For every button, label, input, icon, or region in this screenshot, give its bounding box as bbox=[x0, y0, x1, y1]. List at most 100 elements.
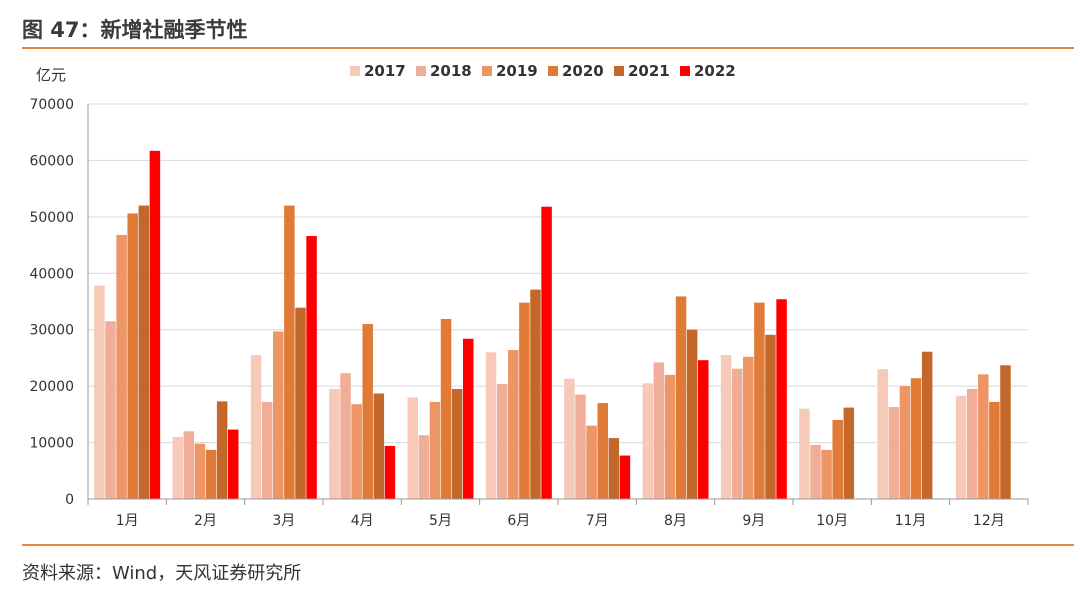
bar-2018-11月 bbox=[888, 407, 900, 499]
bar-2019-7月 bbox=[586, 425, 597, 499]
bar-series bbox=[94, 150, 1011, 500]
x-tick-label: 5月 bbox=[429, 513, 452, 529]
legend-label-2019: 2019 bbox=[496, 62, 538, 80]
y-tick-label: 50000 bbox=[29, 210, 74, 226]
x-tick-label: 8月 bbox=[664, 513, 687, 529]
bar-2022-3月 bbox=[306, 236, 317, 500]
bar-2020-2月 bbox=[205, 449, 217, 499]
x-tick-label: 1月 bbox=[116, 513, 139, 529]
y-tick-label: 20000 bbox=[29, 379, 74, 395]
x-tick-label: 9月 bbox=[742, 513, 765, 529]
bar-2018-2月 bbox=[183, 431, 195, 499]
bar-2020-11月 bbox=[910, 378, 922, 499]
bar-2017-4月 bbox=[329, 388, 340, 499]
bar-2020-3月 bbox=[284, 205, 295, 500]
bar-2021-11月 bbox=[921, 351, 933, 499]
bar-2018-3月 bbox=[261, 401, 273, 499]
bar-2018-1月 bbox=[105, 321, 116, 499]
bar-2022-6月 bbox=[541, 206, 552, 499]
bar-2020-9月 bbox=[754, 302, 765, 499]
bar-2022-1月 bbox=[149, 150, 161, 500]
bar-2018-9月 bbox=[731, 368, 743, 499]
legend-swatch-2022 bbox=[680, 66, 690, 76]
y-tick-label: 0 bbox=[65, 492, 74, 508]
legend-swatch-2019 bbox=[482, 66, 492, 76]
legend-swatch-2020 bbox=[548, 66, 558, 76]
legend-swatch-2018 bbox=[416, 66, 426, 76]
x-tick-label: 4月 bbox=[351, 513, 374, 529]
bar-2021-2月 bbox=[216, 401, 228, 499]
bar-2021-1月 bbox=[138, 205, 150, 500]
x-tick-label: 2月 bbox=[194, 513, 217, 529]
bar-2021-4月 bbox=[373, 393, 385, 499]
bar-2021-12月 bbox=[1000, 365, 1011, 499]
y-axis-unit-label: 亿元 bbox=[36, 66, 66, 84]
bar-2017-12月 bbox=[955, 395, 967, 499]
y-tick-label: 40000 bbox=[29, 266, 74, 282]
bar-2020-10月 bbox=[832, 420, 843, 499]
legend-label-2022: 2022 bbox=[694, 62, 736, 80]
bar-2019-5月 bbox=[429, 401, 441, 499]
header-divider bbox=[22, 47, 1074, 49]
bar-2019-11月 bbox=[899, 386, 911, 499]
bar-2020-12月 bbox=[989, 401, 1000, 499]
footer-divider bbox=[22, 544, 1074, 546]
bar-2021-3月 bbox=[295, 307, 306, 499]
bar-2022-5月 bbox=[463, 338, 474, 499]
x-tick-label: 3月 bbox=[272, 513, 295, 529]
x-tick-label: 6月 bbox=[507, 513, 530, 529]
bar-2020-7月 bbox=[597, 403, 608, 499]
bar-2020-6月 bbox=[519, 302, 530, 499]
bar-2017-6月 bbox=[485, 352, 497, 499]
bar-2021-10月 bbox=[843, 407, 855, 499]
bar-2019-1月 bbox=[116, 234, 127, 499]
bar-2017-5月 bbox=[407, 397, 418, 499]
legend-label-2020: 2020 bbox=[562, 62, 604, 80]
legend-label-2018: 2018 bbox=[430, 62, 472, 80]
bar-2017-7月 bbox=[564, 378, 575, 499]
bar-2017-9月 bbox=[720, 355, 732, 499]
y-tick-label: 70000 bbox=[29, 97, 74, 113]
bar-2019-10月 bbox=[821, 449, 832, 499]
bar-2018-4月 bbox=[340, 373, 351, 499]
y-tick-label: 60000 bbox=[29, 153, 74, 169]
legend: 2017 2018 2019 2020 2021 2022 bbox=[350, 62, 736, 80]
bar-2020-4月 bbox=[362, 324, 373, 499]
y-tick-label: 10000 bbox=[29, 436, 74, 452]
bar-2020-5月 bbox=[440, 318, 452, 499]
bar-2019-6月 bbox=[508, 350, 519, 499]
bar-2019-8月 bbox=[664, 374, 676, 499]
y-tick-label: 30000 bbox=[29, 323, 74, 339]
bar-2022-9月 bbox=[776, 299, 787, 499]
bar-2017-1月 bbox=[94, 285, 105, 499]
bar-2018-12月 bbox=[966, 388, 978, 499]
bar-2017-3月 bbox=[250, 355, 262, 499]
legend-label-2021: 2021 bbox=[628, 62, 670, 80]
bar-2021-7月 bbox=[608, 438, 620, 499]
bar-2017-2月 bbox=[172, 436, 183, 499]
bar-2018-5月 bbox=[418, 435, 430, 499]
bar-2019-3月 bbox=[273, 331, 284, 499]
bar-2022-7月 bbox=[619, 455, 631, 499]
bar-2022-8月 bbox=[698, 360, 709, 499]
bar-2017-11月 bbox=[877, 369, 888, 499]
bar-2017-8月 bbox=[642, 383, 653, 499]
bar-2020-1月 bbox=[127, 213, 138, 499]
bar-2022-4月 bbox=[384, 445, 396, 499]
bar-2019-4月 bbox=[351, 404, 362, 499]
bar-2018-8月 bbox=[653, 362, 665, 499]
x-tick-label: 12月 bbox=[973, 513, 1005, 529]
bar-2018-7月 bbox=[575, 394, 586, 499]
bar-2018-6月 bbox=[496, 383, 508, 499]
bar-2022-2月 bbox=[228, 429, 239, 499]
bar-2021-9月 bbox=[765, 334, 776, 499]
bar-2018-10月 bbox=[810, 444, 821, 499]
bar-2019-9月 bbox=[743, 356, 754, 499]
bar-2019-12月 bbox=[978, 374, 989, 499]
gridlines bbox=[88, 103, 1028, 444]
bar-2020-8月 bbox=[675, 296, 687, 499]
x-tick-label: 10月 bbox=[816, 513, 848, 529]
bar-2021-8月 bbox=[686, 329, 698, 499]
bar-2017-10月 bbox=[799, 408, 810, 499]
